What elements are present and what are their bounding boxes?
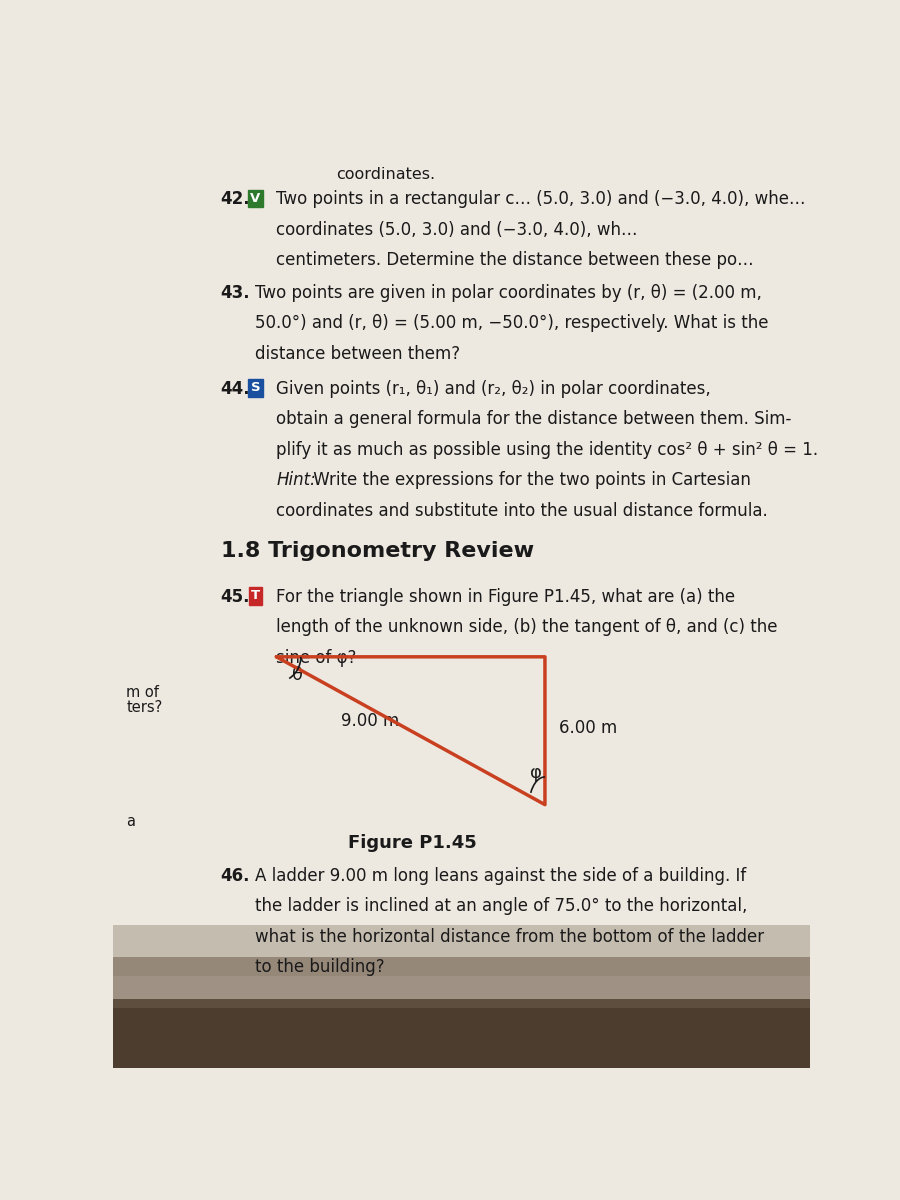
Text: coordinates.: coordinates. <box>336 167 435 182</box>
Text: 44.: 44. <box>220 379 250 397</box>
Text: 6.00 m: 6.00 m <box>559 719 617 737</box>
Text: distance between them?: distance between them? <box>256 344 461 362</box>
Text: 1.8 Trigonometry Review: 1.8 Trigonometry Review <box>220 541 534 562</box>
Text: φ: φ <box>529 763 542 781</box>
Text: the ladder is inclined at an angle of 75.0° to the horizontal,: the ladder is inclined at an angle of 75… <box>256 898 748 916</box>
Text: to the building?: to the building? <box>256 958 385 976</box>
Text: 45.: 45. <box>220 588 250 606</box>
Text: θ: θ <box>292 666 303 684</box>
Text: ters?: ters? <box>126 701 163 715</box>
Text: Given points (r₁, θ₁) and (r₂, θ₂) in polar coordinates,: Given points (r₁, θ₁) and (r₂, θ₂) in po… <box>276 379 711 397</box>
Text: coordinates and substitute into the usual distance formula.: coordinates and substitute into the usua… <box>276 502 769 520</box>
Text: Figure P1.45: Figure P1.45 <box>348 834 477 852</box>
Text: 43.: 43. <box>220 283 250 301</box>
Text: 42.: 42. <box>220 190 250 209</box>
Bar <box>112 998 810 1068</box>
Text: S: S <box>251 382 260 395</box>
Text: 46.: 46. <box>220 866 250 884</box>
Text: For the triangle shown in Figure P1.45, what are (a) the: For the triangle shown in Figure P1.45, … <box>276 588 735 606</box>
Text: what is the horizontal distance from the bottom of the ladder: what is the horizontal distance from the… <box>256 928 765 946</box>
Text: Write the expressions for the two points in Cartesian: Write the expressions for the two points… <box>309 472 752 490</box>
Text: sine of φ?: sine of φ? <box>276 648 356 666</box>
Text: a: a <box>126 814 135 829</box>
Text: 9.00 m: 9.00 m <box>341 713 400 731</box>
Text: Hint:: Hint: <box>276 472 316 490</box>
Bar <box>112 958 810 1008</box>
Bar <box>112 925 810 976</box>
Text: length of the unknown side, (b) the tangent of θ, and (c) the: length of the unknown side, (b) the tang… <box>276 618 778 636</box>
Text: Two points are given in polar coordinates by (r, θ) = (2.00 m,: Two points are given in polar coordinate… <box>256 283 762 301</box>
Text: m of: m of <box>126 684 159 700</box>
Text: A ladder 9.00 m long leans against the side of a building. If: A ladder 9.00 m long leans against the s… <box>256 866 747 884</box>
Text: obtain a general formula for the distance between them. Sim-: obtain a general formula for the distanc… <box>276 410 792 428</box>
Text: plify it as much as possible using the identity cos² θ + sin² θ = 1.: plify it as much as possible using the i… <box>276 440 818 458</box>
Text: T: T <box>251 589 260 602</box>
Text: centimeters. Determine the distance between these po…: centimeters. Determine the distance betw… <box>276 251 754 269</box>
Text: 50.0°) and (r, θ) = (5.00 m, −50.0°), respectively. What is the: 50.0°) and (r, θ) = (5.00 m, −50.0°), re… <box>256 314 769 332</box>
Text: Two points in a rectangular c… (5.0, 3.0) and (−3.0, 4.0), whe…: Two points in a rectangular c… (5.0, 3.0… <box>276 190 806 209</box>
Text: coordinates (5.0, 3.0) and (−3.0, 4.0), wh…: coordinates (5.0, 3.0) and (−3.0, 4.0), … <box>276 221 638 239</box>
Text: V: V <box>250 192 261 205</box>
